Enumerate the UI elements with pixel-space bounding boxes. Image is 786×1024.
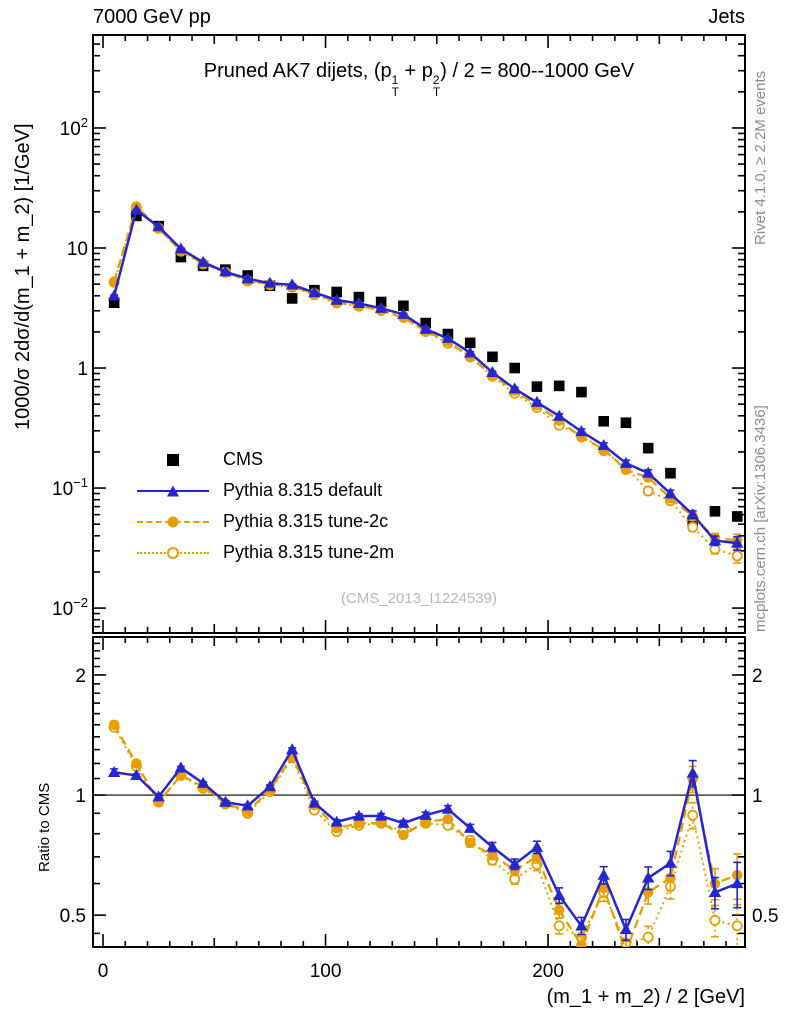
ratio-series-pythia-8-315-default bbox=[107, 743, 744, 942]
triangle-marker-icon bbox=[167, 485, 179, 496]
y-ratio-tick-label-left: 0.5 bbox=[60, 906, 86, 927]
y-ratio-tick-label-right: 1 bbox=[752, 786, 763, 807]
y-ratio-tick-label-left: 1 bbox=[75, 786, 86, 807]
legend-item-pythia-default: Pythia 8.315 default bbox=[137, 475, 394, 506]
open-circle-marker-icon bbox=[167, 546, 179, 559]
y-main-tick-label: 102 bbox=[60, 115, 88, 140]
square-marker-icon bbox=[167, 453, 179, 466]
y-main-tick-label: 1 bbox=[77, 359, 88, 380]
legend-item-pythia-tune-2c: Pythia 8.315 tune-2c bbox=[137, 506, 394, 537]
pythia-tune2c-line-sample bbox=[137, 514, 209, 530]
y-axis-title-ratio: Ratio to CMS bbox=[36, 782, 53, 872]
legend-item-cms: CMS bbox=[137, 444, 394, 475]
y-axis-title-main: 1000/σ 2dσ/d(m_1 + m_2) [1/GeV] bbox=[12, 123, 34, 430]
y-ratio-tick-label-right: 0.5 bbox=[752, 906, 778, 927]
tick-labels: 0 100 200 102 10 1 10−1 10−2 2 2 1 1 0.5 0.5 bbox=[52, 115, 778, 982]
legend-item-pythia-tune-2m: Pythia 8.315 tune-2m bbox=[137, 537, 394, 568]
y-ratio-tick-label-right: 2 bbox=[752, 666, 763, 687]
analysis-group-label: Jets bbox=[708, 6, 745, 28]
x-tick-label: 200 bbox=[532, 961, 564, 982]
rivet-version-label: Rivet 4.1.0, ≥ 2.2M events bbox=[752, 70, 769, 245]
y-main-tick-label: 10 bbox=[67, 239, 88, 260]
x-tick-label: 100 bbox=[310, 961, 342, 982]
cms-marker-sample bbox=[137, 452, 209, 468]
pythia-tune2m-line-sample bbox=[137, 545, 209, 561]
pythia-default-line-sample bbox=[137, 483, 209, 499]
mcplots-credit-label: mcplots.cern.ch [arXiv:1306.3436] bbox=[752, 405, 769, 632]
beam-energy-label: 7000 GeV pp bbox=[93, 6, 211, 28]
y-main-tick-label: 10−2 bbox=[52, 595, 88, 620]
legend: CMS Pythia 8.315 default Pythia 8.315 tu… bbox=[137, 444, 394, 568]
y-ratio-tick-label-left: 2 bbox=[75, 666, 86, 687]
filled-circle-marker-icon bbox=[167, 516, 179, 527]
series-pythia-8-315-default bbox=[107, 203, 744, 552]
x-axis-title: (m_1 + m_2) / 2 [GeV] bbox=[546, 986, 745, 1008]
plot-title: Pruned AK7 dijets, (p 1 T + p 2 T) / 2 = 800… bbox=[203, 60, 635, 99]
x-tick-label: 0 bbox=[98, 961, 109, 982]
analysis-id-watermark: (CMS_2013_I1224539) bbox=[341, 590, 497, 607]
panel-frames bbox=[92, 34, 746, 948]
ratio-series-pythia-8-315-tune-2m bbox=[108, 721, 743, 947]
y-main-tick-label: 10−1 bbox=[52, 475, 88, 500]
